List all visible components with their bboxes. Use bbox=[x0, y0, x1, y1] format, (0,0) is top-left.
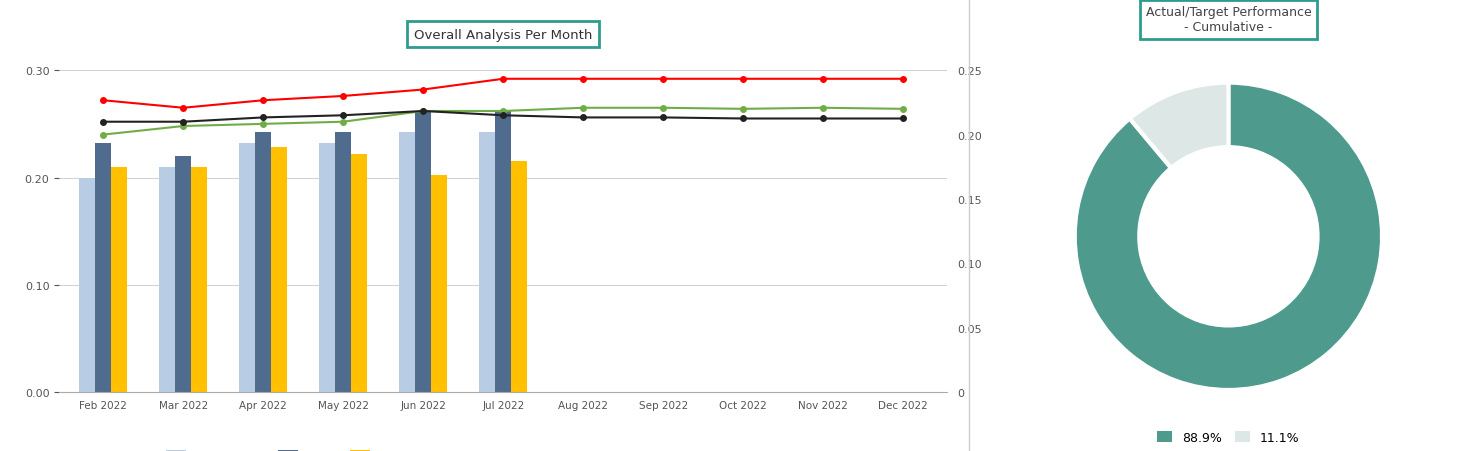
Title: Overall Analysis Per Month: Overall Analysis Per Month bbox=[414, 28, 592, 41]
Bar bbox=[80, 178, 95, 392]
Bar bbox=[416, 112, 431, 392]
Bar bbox=[431, 176, 447, 392]
Wedge shape bbox=[1129, 83, 1228, 169]
Bar bbox=[175, 156, 191, 392]
Bar bbox=[271, 148, 287, 392]
Bar bbox=[320, 144, 334, 392]
Bar bbox=[160, 167, 175, 392]
Bar bbox=[334, 133, 351, 392]
Bar bbox=[496, 112, 511, 392]
Bar bbox=[480, 133, 496, 392]
Legend: 88.9%, 11.1%: 88.9%, 11.1% bbox=[1153, 426, 1304, 449]
Wedge shape bbox=[1074, 83, 1382, 390]
Bar bbox=[511, 162, 527, 392]
Bar bbox=[111, 167, 127, 392]
Bar bbox=[240, 144, 255, 392]
Bar bbox=[95, 144, 111, 392]
Bar bbox=[191, 167, 207, 392]
Legend: Previous Year, Target, Actual, PY Cum, Target Cum, Actual Cum: Previous Year, Target, Actual, PY Cum, T… bbox=[161, 446, 703, 451]
Title: Actual/Target Performance
- Cumulative -: Actual/Target Performance - Cumulative - bbox=[1146, 6, 1311, 34]
Bar bbox=[400, 133, 416, 392]
Bar bbox=[351, 155, 367, 392]
Bar bbox=[255, 133, 271, 392]
